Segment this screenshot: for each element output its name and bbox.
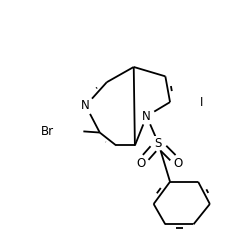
Text: N: N — [81, 99, 90, 112]
Text: O: O — [136, 156, 145, 169]
Text: I: I — [200, 96, 203, 109]
Text: Br: Br — [41, 125, 54, 138]
Text: O: O — [173, 156, 183, 169]
Text: N: N — [142, 110, 151, 123]
Text: S: S — [155, 137, 162, 150]
